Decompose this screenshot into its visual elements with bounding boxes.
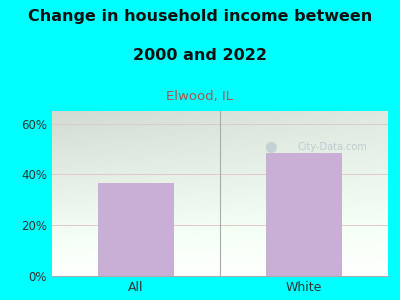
Text: 2000 and 2022: 2000 and 2022	[133, 48, 267, 63]
Text: Change in household income between: Change in household income between	[28, 9, 372, 24]
Text: Elwood, IL: Elwood, IL	[166, 90, 234, 103]
Text: City-Data.com: City-Data.com	[297, 142, 367, 152]
Text: ⬤: ⬤	[264, 142, 277, 153]
Bar	[98, 183, 174, 276]
Bar	[266, 153, 342, 276]
